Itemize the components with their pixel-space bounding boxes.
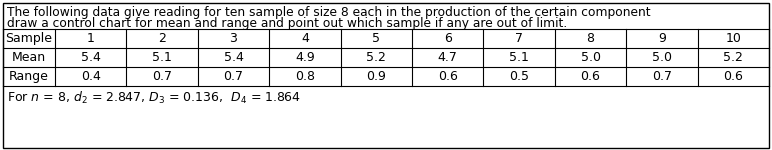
Text: 5.1: 5.1 xyxy=(152,51,172,64)
Text: 0.6: 0.6 xyxy=(581,70,601,83)
Text: Sample: Sample xyxy=(5,32,52,45)
Text: 1: 1 xyxy=(86,32,95,45)
Text: 0.7: 0.7 xyxy=(152,70,172,83)
Text: 6: 6 xyxy=(444,32,452,45)
Text: 0.4: 0.4 xyxy=(81,70,100,83)
Text: 5.4: 5.4 xyxy=(81,51,100,64)
Text: 10: 10 xyxy=(726,32,741,45)
Text: 0.7: 0.7 xyxy=(224,70,243,83)
Text: 9: 9 xyxy=(658,32,665,45)
Text: 0.6: 0.6 xyxy=(723,70,743,83)
Text: 5.1: 5.1 xyxy=(510,51,529,64)
Text: 2: 2 xyxy=(158,32,166,45)
Text: For $n$ = 8, $d_2$ = 2.847, $D_3$ = 0.136,  $D_4$ = 1.864: For $n$ = 8, $d_2$ = 2.847, $D_3$ = 0.13… xyxy=(7,90,301,106)
Text: 8: 8 xyxy=(587,32,594,45)
Text: 5.2: 5.2 xyxy=(367,51,386,64)
Text: Range: Range xyxy=(9,70,49,83)
Text: 0.8: 0.8 xyxy=(295,70,315,83)
Text: 5: 5 xyxy=(372,32,381,45)
Text: 0.7: 0.7 xyxy=(652,70,672,83)
Text: Mean: Mean xyxy=(12,51,46,64)
Text: 0.5: 0.5 xyxy=(509,70,529,83)
Text: 5.2: 5.2 xyxy=(723,51,743,64)
Text: The following data give reading for ten sample of size 8 each in the production : The following data give reading for ten … xyxy=(7,6,651,19)
Text: 5.0: 5.0 xyxy=(581,51,601,64)
Text: 4.7: 4.7 xyxy=(438,51,458,64)
Text: 3: 3 xyxy=(229,32,238,45)
Text: 4.9: 4.9 xyxy=(295,51,315,64)
Text: 7: 7 xyxy=(515,32,523,45)
Text: 4: 4 xyxy=(301,32,309,45)
Text: 5.0: 5.0 xyxy=(652,51,672,64)
Text: 0.6: 0.6 xyxy=(438,70,458,83)
Text: draw a control chart for mean and range and point out which sample if any are ou: draw a control chart for mean and range … xyxy=(7,17,567,30)
Text: 5.4: 5.4 xyxy=(224,51,243,64)
Text: 0.9: 0.9 xyxy=(367,70,386,83)
